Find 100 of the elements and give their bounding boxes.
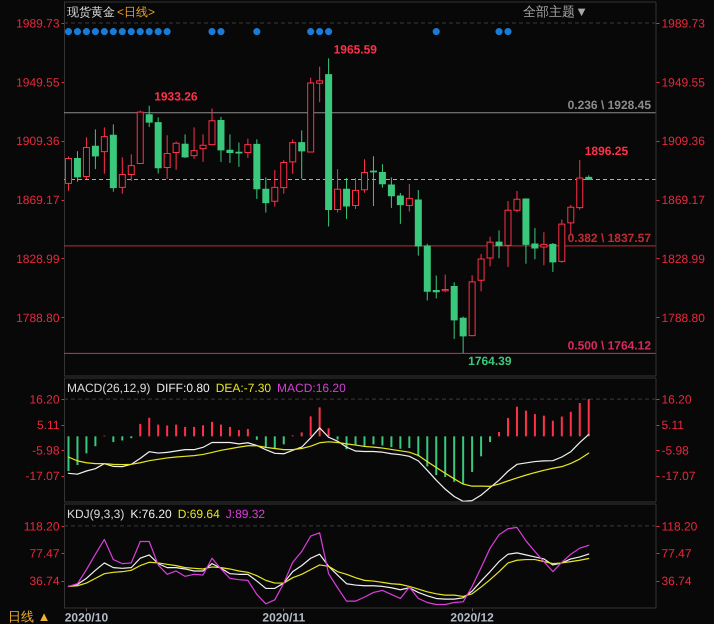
candlestick: [388, 176, 395, 208]
candlestick: [172, 141, 180, 170]
candlestick: [92, 128, 99, 170]
candlestick: [182, 134, 189, 158]
bar: [67, 436, 70, 471]
chart-title: KDJ(9,3,3): [67, 507, 124, 521]
text: K:76.20: [130, 507, 172, 521]
bar: [121, 436, 124, 440]
bar: [578, 403, 581, 436]
y2-tick-label: 1989.73: [662, 16, 706, 31]
bar: [588, 399, 590, 436]
bar: [246, 428, 249, 436]
candlestick: [513, 190, 520, 213]
candlestick: [146, 105, 153, 128]
y2-tick-label: 1949.55: [662, 75, 706, 90]
bar: [193, 426, 196, 436]
y-tick-label: 1909.36: [16, 134, 60, 148]
candlestick: [164, 134, 171, 180]
candlestick: [334, 168, 342, 214]
bar: [426, 436, 428, 466]
bar: [399, 436, 402, 449]
y2-tick-label: 5.11: [662, 418, 684, 432]
candlestick: [190, 126, 198, 160]
text: DIFF:0.80: [156, 381, 210, 395]
candlestick: [540, 232, 548, 266]
bar: [408, 436, 410, 448]
y2-tick-label: -17.07: [662, 469, 696, 484]
candlestick: [549, 242, 556, 272]
ref-line-label: 0.236 \ 1928.45: [568, 98, 652, 112]
candlestick: [486, 236, 494, 267]
y-tick-label: -17.07: [25, 469, 60, 484]
bar: [524, 410, 527, 436]
candlestick: [352, 178, 360, 210]
line-series: [68, 427, 590, 502]
x-tick-label: 2020/12: [450, 610, 494, 624]
y-tick-label: 1869.17: [16, 193, 60, 208]
bar: [157, 424, 160, 436]
candlestick: [298, 130, 306, 180]
y-tick-label: 1949.55: [16, 75, 60, 90]
text: J:89.32: [226, 507, 266, 521]
candlestick: [316, 66, 324, 103]
bar: [381, 436, 384, 446]
bar: [175, 424, 178, 436]
candlestick: [118, 156, 126, 194]
y-tick-label: 16.20: [29, 392, 60, 407]
candlestick: [244, 138, 252, 158]
candlestick: [100, 126, 108, 174]
bar: [542, 416, 545, 436]
bar: [85, 436, 88, 454]
y2-tick-label: 1788.80: [662, 310, 706, 325]
annotation: 1764.39: [468, 354, 512, 368]
bar: [139, 424, 142, 436]
bar: [462, 436, 464, 484]
text: 日线 ▲: [8, 609, 50, 624]
y-tick-label: 77.47: [29, 546, 60, 561]
bar: [363, 436, 366, 447]
y-tick-label: 1788.80: [16, 310, 60, 325]
candlestick: [74, 150, 81, 182]
candlestick: [271, 170, 278, 208]
text: D:69.64: [178, 507, 220, 521]
bar: [560, 416, 563, 436]
annotation: 1896.25: [584, 144, 628, 158]
annotation: 1965.59: [334, 42, 378, 56]
line-series: [68, 526, 590, 606]
bar: [570, 412, 572, 436]
candlestick: [496, 230, 503, 259]
bar: [300, 432, 303, 436]
bar: [453, 436, 456, 482]
y2-tick-label: 118.20: [662, 519, 698, 534]
x-tick-label: 2020/10: [64, 610, 108, 624]
bar: [76, 436, 78, 466]
bar: [480, 436, 482, 456]
bar: [202, 425, 204, 436]
y-tick-label: 5.11: [37, 418, 60, 432]
bar: [552, 420, 554, 436]
chart-title: 现货黄金: [67, 5, 115, 19]
bar: [471, 436, 474, 472]
y-tick-label: 118.20: [24, 519, 60, 534]
y2-tick-label: 1869.17: [662, 193, 706, 208]
series-label: MACD:16.20: [277, 381, 346, 395]
candlestick: [378, 164, 386, 188]
candlestick: [406, 184, 413, 212]
candlestick: [262, 176, 270, 214]
bar: [417, 436, 420, 456]
y-tick-label: 1828.99: [16, 252, 60, 266]
candlestick: [360, 158, 368, 194]
bar: [444, 436, 446, 477]
bar: [310, 416, 312, 436]
candlestick: [478, 254, 485, 292]
candlestick: [460, 316, 467, 354]
bar: [489, 436, 492, 442]
bar: [498, 432, 500, 436]
y2-tick-label: 1828.99: [662, 252, 706, 266]
chart-title: MACD(26,12,9): [67, 381, 150, 395]
ref-line-label: 0.382 \ 1837.57: [568, 230, 652, 245]
y2-tick-label: -5.98: [662, 444, 690, 458]
y-tick-label: 36.74: [29, 574, 60, 588]
candlestick: [235, 142, 242, 168]
bar: [256, 436, 258, 440]
bar: [112, 436, 114, 442]
